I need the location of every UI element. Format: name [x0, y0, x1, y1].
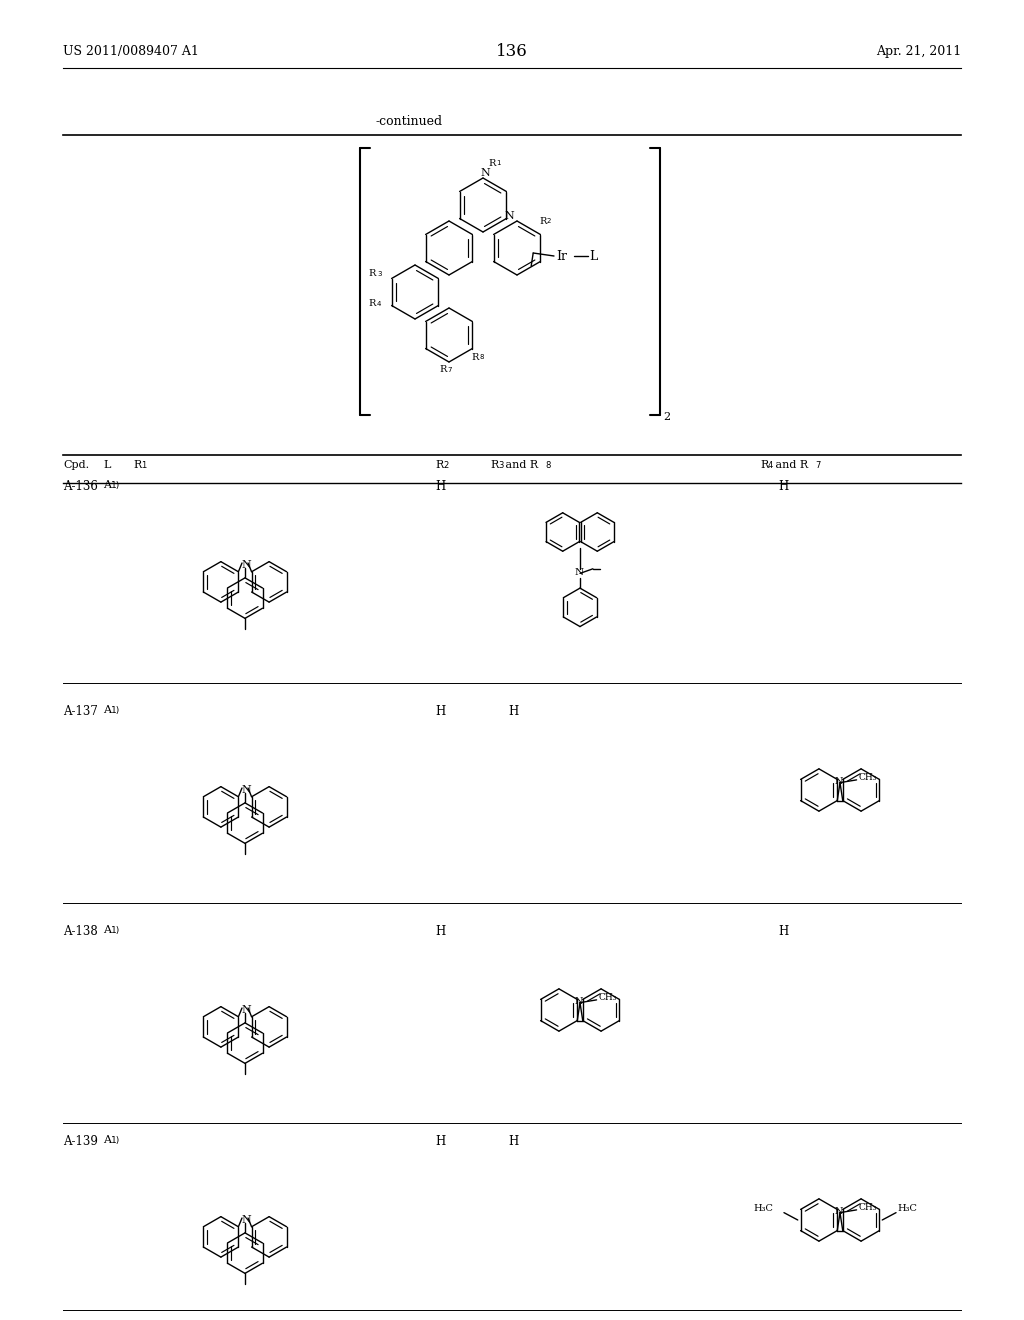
Text: R: R — [488, 158, 496, 168]
Text: H: H — [508, 1135, 518, 1148]
Text: 2: 2 — [547, 218, 551, 224]
Text: A-137: A-137 — [63, 705, 98, 718]
Text: H: H — [778, 925, 788, 939]
Text: H: H — [435, 705, 445, 718]
Text: N: N — [835, 1208, 844, 1216]
Text: N: N — [480, 168, 489, 178]
Text: -continued: -continued — [375, 115, 442, 128]
Text: 7: 7 — [447, 367, 452, 374]
Text: A: A — [103, 480, 111, 490]
Text: 8: 8 — [545, 461, 550, 470]
Text: and R: and R — [502, 459, 539, 470]
Text: A-136: A-136 — [63, 480, 98, 492]
Text: US 2011/0089407 A1: US 2011/0089407 A1 — [63, 45, 199, 58]
Text: R: R — [490, 459, 499, 470]
Text: N: N — [241, 785, 251, 795]
Text: N: N — [241, 1214, 251, 1225]
Text: H₃C: H₃C — [754, 1204, 773, 1213]
Text: H₃C: H₃C — [898, 1204, 918, 1213]
Text: 3: 3 — [498, 461, 504, 470]
Text: R: R — [368, 269, 376, 279]
Text: 1): 1) — [111, 480, 120, 490]
Text: R: R — [368, 300, 376, 309]
Text: 4: 4 — [768, 461, 773, 470]
Text: N: N — [835, 777, 844, 787]
Text: CH₃: CH₃ — [598, 993, 616, 1002]
Text: R: R — [435, 459, 443, 470]
Text: 4: 4 — [377, 301, 381, 308]
Text: 8: 8 — [479, 354, 483, 360]
Text: Apr. 21, 2011: Apr. 21, 2011 — [876, 45, 961, 58]
Text: CH₃: CH₃ — [858, 1203, 877, 1212]
Text: 1): 1) — [111, 706, 120, 715]
Text: CH₃: CH₃ — [858, 774, 877, 783]
Text: A-138: A-138 — [63, 925, 97, 939]
Text: N: N — [241, 560, 251, 570]
Text: R: R — [439, 366, 446, 375]
Text: 136: 136 — [496, 44, 528, 61]
Text: A-139: A-139 — [63, 1135, 98, 1148]
Text: A: A — [103, 1135, 111, 1144]
Text: R: R — [539, 216, 547, 226]
Text: R: R — [471, 352, 478, 362]
Text: H: H — [435, 1135, 445, 1148]
Text: L: L — [589, 251, 597, 264]
Text: N: N — [575, 568, 584, 577]
Text: A: A — [103, 925, 111, 935]
Text: A: A — [103, 705, 111, 715]
Text: N: N — [504, 211, 514, 220]
Text: 3: 3 — [377, 271, 382, 277]
Text: 1): 1) — [111, 1137, 120, 1144]
Text: L: L — [103, 459, 111, 470]
Text: N: N — [241, 1005, 251, 1015]
Text: 2: 2 — [663, 412, 670, 422]
Text: 1: 1 — [141, 461, 146, 470]
Text: H: H — [435, 480, 445, 492]
Text: Cpd.: Cpd. — [63, 459, 89, 470]
Text: 1): 1) — [111, 927, 120, 935]
Text: R: R — [760, 459, 768, 470]
Text: Ir: Ir — [556, 249, 567, 263]
Text: H: H — [778, 480, 788, 492]
Text: and R: and R — [772, 459, 808, 470]
Text: N: N — [575, 997, 584, 1006]
Text: H: H — [508, 705, 518, 718]
Text: R: R — [133, 459, 141, 470]
Text: 1: 1 — [496, 160, 501, 166]
Text: 2: 2 — [443, 461, 449, 470]
Text: 7: 7 — [815, 461, 820, 470]
Text: H: H — [435, 925, 445, 939]
